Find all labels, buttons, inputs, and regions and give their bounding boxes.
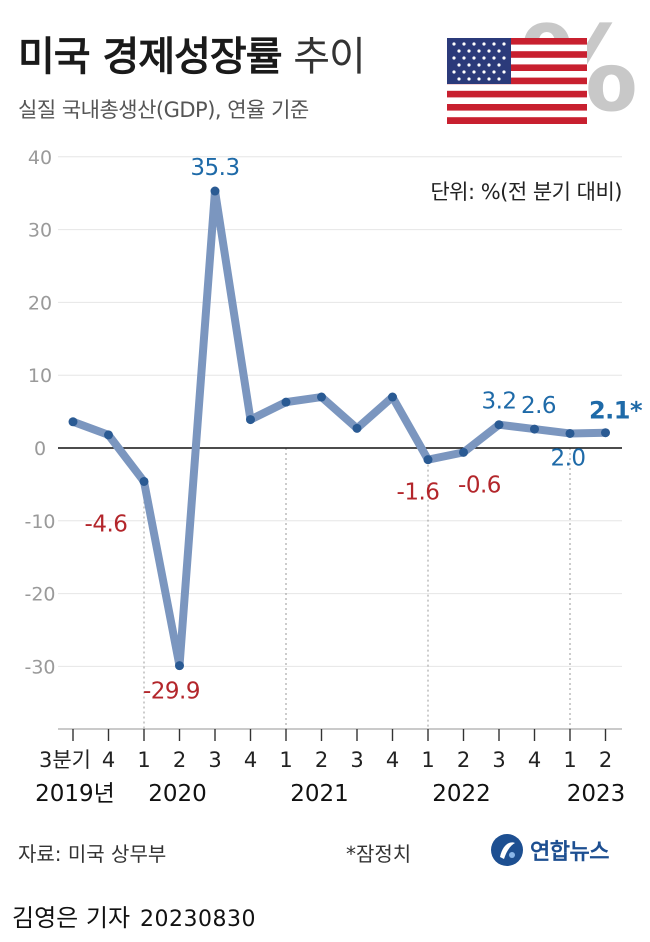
y-tick-label: 20 (28, 292, 52, 314)
data-label: 2.1* (589, 397, 643, 425)
data-point (68, 417, 78, 427)
quarter-label: 2 (315, 748, 328, 772)
data-point (317, 392, 326, 402)
quarter-label: 1 (137, 748, 150, 772)
data-point (530, 424, 539, 434)
series-line-gdp-growth (69, 187, 610, 670)
yonhap-logo-icon (491, 834, 523, 866)
year-divider-lines (143, 448, 571, 729)
quarter-label: 3 (350, 748, 363, 772)
year-labels: 2019년 2020 2021 2022 2023 (35, 781, 625, 807)
logo-wordmark: 연합뉴스 (530, 840, 609, 865)
data-label: 2.0 (550, 445, 585, 471)
data-point (104, 430, 113, 440)
y-tick-label: -10 (24, 511, 55, 533)
quarter-label: 2 (173, 748, 186, 772)
data-point (175, 661, 184, 671)
data-point (494, 420, 504, 430)
quarter-label: 2 (599, 748, 612, 772)
publish-date: 20230830 (140, 907, 257, 932)
data-point (246, 415, 255, 425)
data-label: -29.9 (143, 679, 200, 705)
y-tick-label: 30 (28, 220, 52, 242)
source-note: 자료: 미국 상무부 (18, 842, 167, 866)
quarter-label: 3 (492, 748, 505, 772)
byline: 김영은 기자 20230830 (12, 898, 256, 933)
year-label: 2019년 (35, 781, 115, 807)
year-label: 2022 (432, 781, 491, 807)
data-point (459, 447, 468, 457)
quarter-label: 1 (421, 748, 434, 772)
year-label: 2020 (148, 781, 207, 807)
quarter-label: 4 (528, 748, 541, 772)
x-axis-ticks (72, 729, 607, 741)
chart-title: 미국 경제성장률 추이 (18, 24, 366, 82)
data-points (68, 186, 610, 671)
year-label: 2023 (567, 781, 626, 807)
data-label: -0.6 (458, 472, 501, 498)
quarter-labels: 3분기 4 1 2 3 4 1 2 3 4 1 2 3 4 1 2 (39, 748, 612, 772)
quarter-label: 2 (457, 748, 470, 772)
y-tick-label: -30 (24, 656, 55, 678)
data-point (352, 423, 362, 433)
data-point (210, 186, 220, 196)
data-label: 2.6 (521, 393, 556, 419)
chart-subtitle: 실질 국내총생산(GDP), 연율 기준 (18, 98, 309, 122)
data-label: 35.3 (190, 155, 239, 181)
quarter-label: 1 (279, 748, 292, 772)
y-tick-label: 0 (34, 438, 46, 460)
data-label: 3.2 (481, 389, 516, 415)
data-point (601, 428, 610, 438)
quarter-label: 1 (563, 748, 576, 772)
data-point (281, 397, 291, 407)
yonhap-logo: 연합뉴스 (490, 828, 609, 872)
data-point (423, 455, 433, 465)
year-label: 2021 (290, 781, 349, 807)
quarter-label: 3 (208, 748, 221, 772)
reporter-name: 김영은 기자 (12, 904, 131, 932)
quarter-label: 4 (386, 748, 399, 772)
quarter-label: 4 (102, 748, 115, 772)
gdp-line-chart: 40 30 20 10 0 -10 -20 -30 -4.6 -29.9 35.3 -1.6 -0.6… (24, 147, 644, 807)
provisional-footnote: *잠정치 (346, 842, 412, 866)
title-main: 미국 경제성장률 (18, 34, 283, 80)
data-labels: -4.6 -29.9 35.3 -1.6 -0.6 3.2 2.6 2.02.1* (85, 155, 644, 705)
quarter-label: 4 (244, 748, 257, 772)
quarter-label: 3분기 (39, 748, 91, 772)
unit-label: 단위: %(전 분기 대비) (430, 180, 622, 204)
data-point (388, 392, 397, 402)
data-point (139, 476, 149, 486)
y-tick-label: -20 (24, 584, 55, 606)
data-label: -1.6 (397, 480, 440, 506)
y-tick-label: 10 (28, 365, 52, 387)
data-label: -4.6 (85, 511, 128, 537)
title-suffix: 추이 (293, 34, 366, 80)
us-flag-icon (447, 38, 587, 124)
y-tick-label: 40 (28, 147, 52, 169)
data-point (565, 428, 575, 438)
